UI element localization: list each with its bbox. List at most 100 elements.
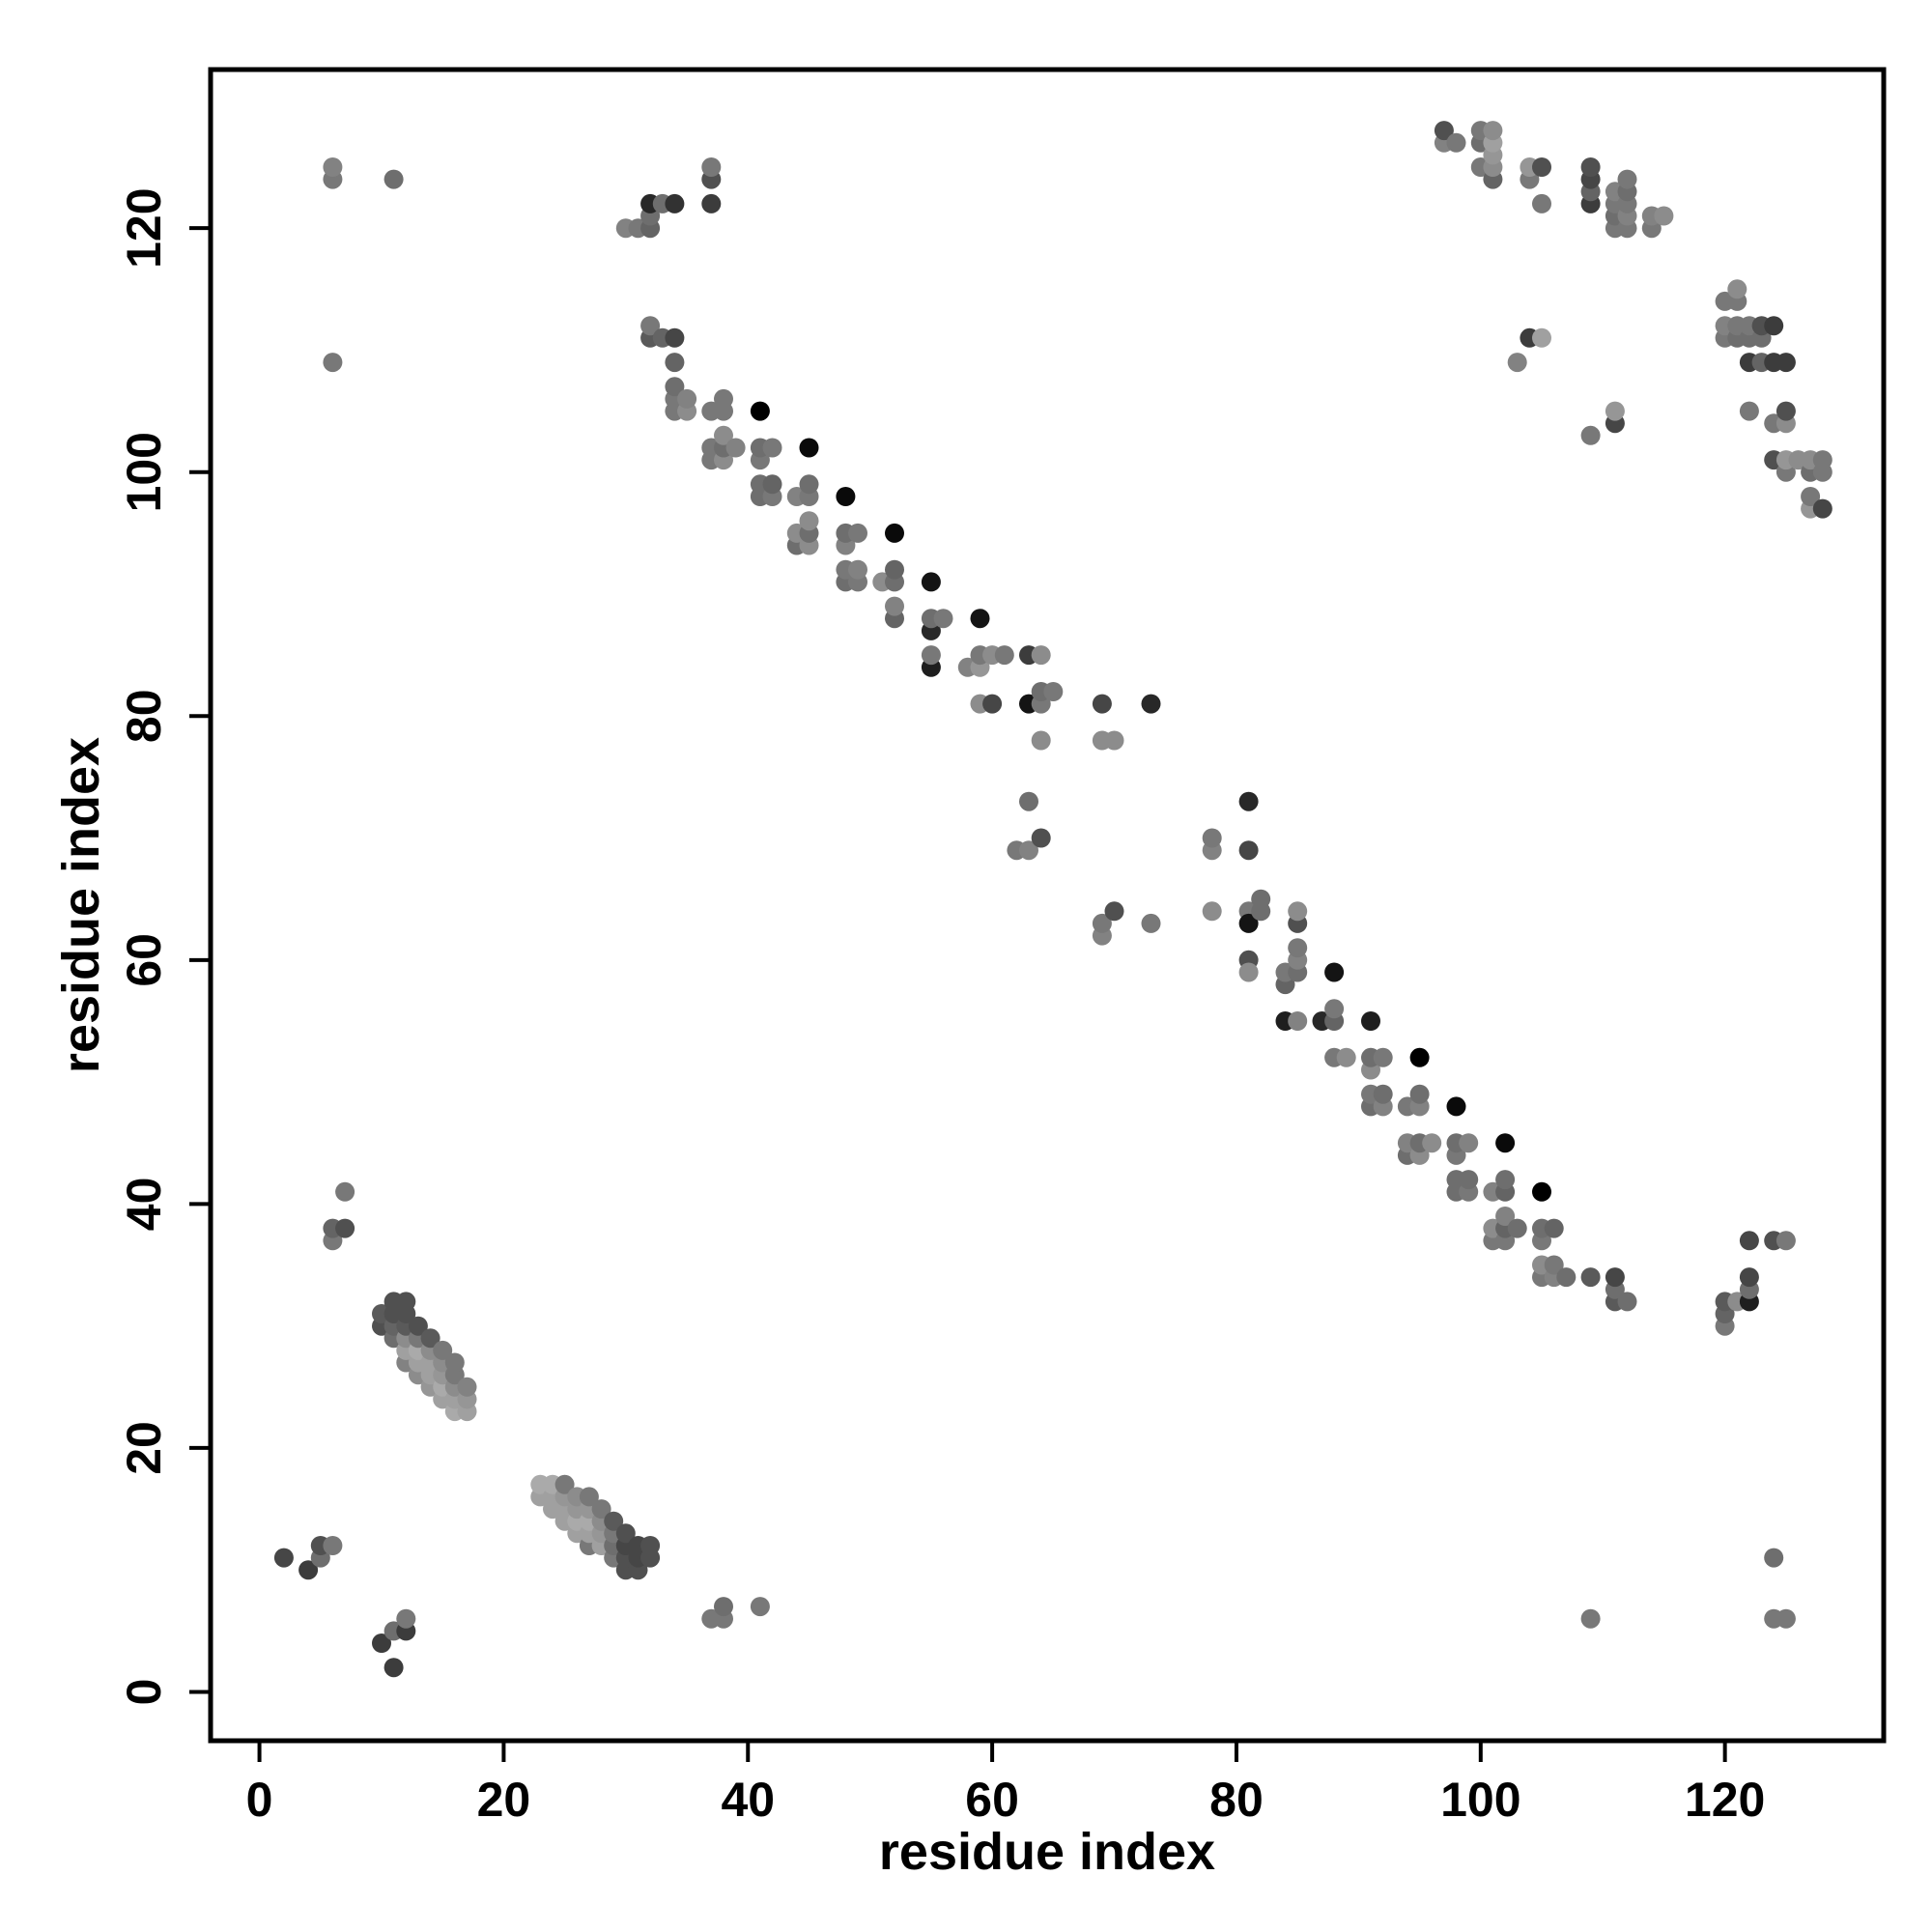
contact-point xyxy=(970,609,990,629)
contact-point xyxy=(1532,1181,1551,1202)
contact-point xyxy=(665,327,685,348)
contact-point xyxy=(384,1658,404,1678)
contact-point xyxy=(420,1328,440,1349)
points-layer xyxy=(273,121,1833,1678)
contact-point xyxy=(1238,791,1259,811)
contact-point xyxy=(1580,157,1601,177)
contact-point xyxy=(1238,840,1259,861)
y-tick-label: 40 xyxy=(117,1178,171,1232)
contact-point xyxy=(1434,121,1454,141)
plot-frame xyxy=(208,67,1887,1744)
contact-point xyxy=(579,1487,599,1507)
contact-point xyxy=(1336,1047,1356,1067)
x-axis-title: residue index xyxy=(879,1823,1215,1881)
y-tick-label: 60 xyxy=(117,933,171,987)
contact-point xyxy=(1776,1608,1796,1629)
contact-point xyxy=(1288,901,1308,922)
contact-point xyxy=(1238,962,1259,982)
x-tick-label: 20 xyxy=(477,1773,531,1827)
contact-point xyxy=(1324,999,1345,1019)
contact-point xyxy=(982,694,1003,714)
x-axis: 0 20 40 60 80 100 120 xyxy=(246,1741,1765,1827)
contact-point xyxy=(1544,1218,1564,1238)
contact-point xyxy=(1739,1231,1759,1251)
contact-point xyxy=(1812,450,1833,470)
contact-point xyxy=(1605,1267,1625,1288)
contact-point xyxy=(994,645,1014,666)
contact-point xyxy=(1459,1170,1479,1190)
contact-point xyxy=(750,1597,770,1617)
contact-point xyxy=(1409,1047,1430,1067)
contact-point xyxy=(1409,1084,1430,1104)
contact-point xyxy=(298,1560,319,1580)
contact-point xyxy=(335,1181,355,1202)
y-axis-title: residue index xyxy=(52,737,110,1073)
contact-point xyxy=(1141,913,1161,933)
contact-point xyxy=(1654,206,1674,226)
contact-point xyxy=(1544,1255,1564,1275)
contact-point xyxy=(1532,157,1551,177)
contact-point xyxy=(665,353,685,373)
contact-point xyxy=(591,1499,611,1520)
contact-point xyxy=(677,388,697,409)
x-tick-label: 40 xyxy=(721,1773,775,1827)
contact-point xyxy=(1507,1218,1527,1238)
y-tick-label: 0 xyxy=(117,1679,171,1706)
contact-point xyxy=(1507,353,1527,373)
contact-point xyxy=(885,523,904,543)
contact-point xyxy=(1764,316,1784,336)
contact-point xyxy=(799,438,819,458)
contact-point xyxy=(1776,353,1796,373)
y-tick-label: 120 xyxy=(117,187,171,268)
contact-point xyxy=(1019,840,1038,861)
contact-point xyxy=(921,645,941,666)
contact-point xyxy=(1092,694,1112,714)
contact-point xyxy=(750,401,770,421)
contact-point xyxy=(725,438,746,458)
contact-point xyxy=(604,1511,624,1531)
contact-point xyxy=(799,511,819,531)
contact-point xyxy=(665,193,685,213)
contact-point xyxy=(836,487,856,506)
contact-point xyxy=(1495,1133,1516,1153)
contact-point xyxy=(1776,1231,1796,1251)
contact-point xyxy=(933,609,953,629)
contact-point xyxy=(714,388,733,409)
contact-point xyxy=(457,1377,477,1397)
contact-point xyxy=(665,377,685,397)
y-tick-label: 100 xyxy=(117,432,171,512)
contact-point xyxy=(1104,730,1124,751)
contact-point xyxy=(1446,132,1466,153)
contact-point xyxy=(799,474,819,495)
y-tick-label: 80 xyxy=(117,689,171,743)
contact-point xyxy=(335,1218,355,1238)
contact-point xyxy=(1776,401,1796,421)
contact-point xyxy=(1739,1267,1759,1288)
contact-point xyxy=(1238,913,1259,933)
contact-point xyxy=(273,1548,294,1568)
contact-point xyxy=(1202,828,1222,848)
contact-point xyxy=(396,1608,416,1629)
contact-point xyxy=(1605,401,1625,421)
contact-point xyxy=(1324,962,1345,982)
contact-point xyxy=(1031,645,1051,666)
contact-point xyxy=(1617,1292,1637,1312)
x-tick-label: 80 xyxy=(1209,1773,1264,1827)
contact-point xyxy=(372,1634,391,1653)
contact-point xyxy=(323,157,343,177)
contact-point xyxy=(1580,1608,1601,1629)
contact-point xyxy=(1580,425,1601,445)
y-axis: 0 20 40 60 80 100 120 xyxy=(117,187,211,1705)
contact-point xyxy=(408,1316,428,1336)
contact-point xyxy=(1459,1133,1479,1153)
contact-point xyxy=(1361,1011,1380,1031)
contact-point xyxy=(1483,121,1503,141)
contact-point xyxy=(848,559,867,580)
contact-point xyxy=(701,193,722,213)
x-tick-label: 60 xyxy=(965,1773,1019,1827)
contact-point xyxy=(396,1292,416,1312)
contact-point xyxy=(1202,901,1222,922)
contact-point xyxy=(384,169,404,189)
contact-point xyxy=(1495,1207,1516,1226)
contact-point xyxy=(1739,401,1759,421)
